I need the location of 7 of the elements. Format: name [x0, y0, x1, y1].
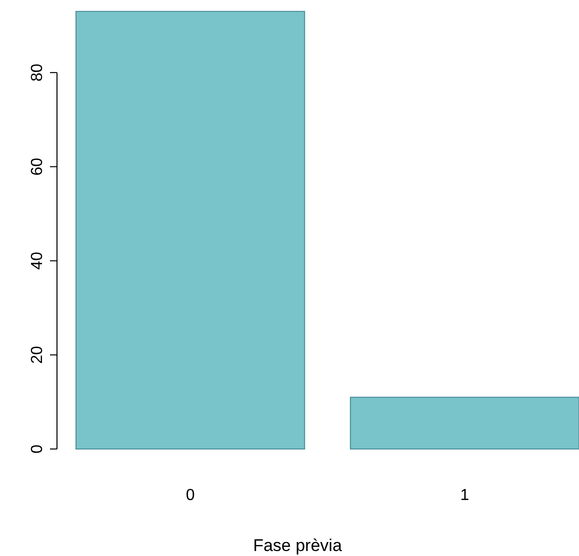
x-axis-title: Fase prèvia	[253, 536, 342, 555]
y-tick-label: 60	[29, 158, 46, 176]
x-tick-label: 1	[460, 487, 470, 504]
y-tick-label: 20	[29, 346, 46, 364]
y-tick-label: 40	[29, 252, 46, 270]
y-tick-label: 0	[29, 444, 46, 454]
y-tick-label: 80	[29, 64, 46, 82]
